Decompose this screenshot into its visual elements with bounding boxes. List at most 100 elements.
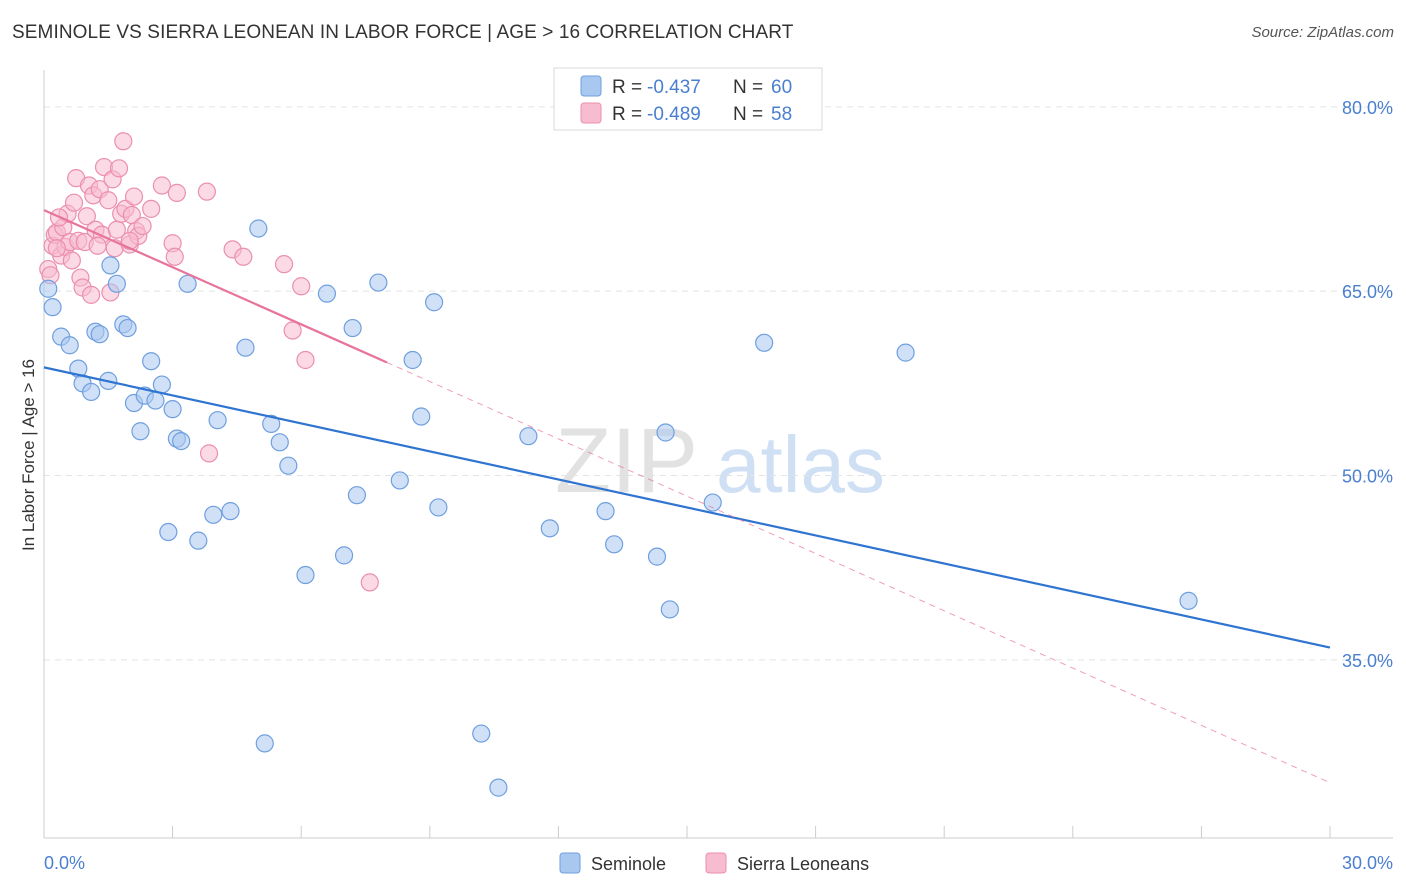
seminole-point xyxy=(1179,591,1198,610)
legend-n-label: N = xyxy=(733,77,763,98)
sierra-leoneans-point xyxy=(274,255,294,274)
y-tick-label: 80.0% xyxy=(1342,98,1393,118)
seminole-point xyxy=(39,279,58,298)
seminole-point xyxy=(429,498,448,517)
sierra-leoneans-trend-line xyxy=(43,209,388,364)
seminole-point xyxy=(163,400,182,419)
seminole-point xyxy=(369,273,388,292)
seminole-point xyxy=(118,318,137,338)
seminole-point xyxy=(101,256,120,275)
seminole-point xyxy=(236,338,255,357)
seminole-point xyxy=(403,350,422,370)
sierra-leoneans-point xyxy=(234,247,253,266)
legend-r-label: R = xyxy=(612,104,642,125)
sierra-leoneans-point xyxy=(109,159,129,178)
sierra-leoneans-point xyxy=(292,277,311,296)
seminole-point xyxy=(279,456,298,475)
seminole-point xyxy=(270,433,289,452)
trend-lines xyxy=(43,209,1331,784)
y-tick-label: 35.0% xyxy=(1342,651,1393,671)
legend-bottom-label-seminole: Seminole xyxy=(591,854,666,874)
sierra-leoneans-trend-extension xyxy=(386,361,1331,784)
seminole-point xyxy=(519,427,538,446)
seminole-point xyxy=(204,505,223,524)
seminole-point xyxy=(255,734,274,753)
seminole-point xyxy=(152,375,171,394)
sierra-leoneans-point xyxy=(124,187,144,206)
legend-bottom-label-sierra-leoneans: Sierra Leoneans xyxy=(737,854,869,874)
seminole-point xyxy=(703,493,722,512)
seminole-point xyxy=(424,293,444,312)
seminole-point xyxy=(296,565,315,585)
seminole-point xyxy=(249,219,268,238)
seminole-point xyxy=(596,502,615,521)
sierra-leoneans-point xyxy=(167,183,186,202)
legend-bottom: Seminole Sierra Leoneans xyxy=(559,852,869,874)
seminole-point xyxy=(262,414,281,433)
legend-n-value: 60 xyxy=(771,77,792,98)
seminole-point xyxy=(390,471,409,490)
seminole-point xyxy=(343,318,362,338)
seminole-point xyxy=(159,522,178,542)
x-tick-label-max: 30.0% xyxy=(1342,853,1393,873)
legend-top: R = -0.437 N = 60 R = -0.489 N = 58 xyxy=(553,67,823,131)
seminole-point xyxy=(540,519,559,538)
sierra-leoneans-point xyxy=(152,176,171,195)
seminole-point xyxy=(172,431,191,451)
seminole-point xyxy=(131,422,150,441)
legend-n-value: 58 xyxy=(771,104,792,125)
sierra-leoneans-point xyxy=(142,199,161,218)
source-credit: Source: ZipAtlas.com xyxy=(1251,24,1394,41)
axes xyxy=(43,70,1393,839)
watermark-zip: ZIP xyxy=(555,410,698,512)
sierra-leoneans-point xyxy=(199,444,219,463)
seminole-point xyxy=(189,531,208,550)
sierra-leoneans-point xyxy=(47,239,66,258)
seminole-point xyxy=(107,274,126,293)
legend-bottom-swatch-seminole xyxy=(559,852,581,874)
legend-swatch-seminole xyxy=(580,75,602,97)
seminole-point xyxy=(656,423,675,442)
seminole-point xyxy=(605,535,624,554)
sierra-leoneans-point xyxy=(165,247,184,266)
seminole-point xyxy=(90,325,109,344)
legend-n-label: N = xyxy=(733,104,763,125)
sierra-leoneans-point xyxy=(360,573,379,592)
seminole-point xyxy=(334,546,354,565)
y-tick-label: 65.0% xyxy=(1342,282,1393,302)
seminole-point xyxy=(347,486,367,505)
sierra-leoneans-point xyxy=(283,321,302,340)
seminole-point xyxy=(43,298,62,317)
sierra-leoneans-point xyxy=(64,193,84,212)
legend-r-value: -0.437 xyxy=(647,77,701,98)
watermark-atlas: atlas xyxy=(716,420,885,509)
seminole-point xyxy=(60,336,79,355)
sierra-leoneans-points xyxy=(39,132,379,592)
legend-bottom-swatch-sierra-leoneans xyxy=(705,852,727,874)
y-tick-labels: 80.0% 65.0% 50.0% 35.0% xyxy=(1342,98,1393,671)
seminole-point xyxy=(755,333,774,352)
sierra-leoneans-point xyxy=(99,191,118,210)
legend-r-value: -0.489 xyxy=(647,104,701,125)
seminole-point xyxy=(412,407,431,426)
seminole-point xyxy=(146,391,165,410)
sierra-leoneans-point xyxy=(88,236,107,255)
gridlines xyxy=(44,106,1393,661)
y-tick-label: 50.0% xyxy=(1342,467,1393,487)
sierra-leoneans-point xyxy=(77,207,96,226)
seminole-point xyxy=(221,502,240,521)
seminole-point xyxy=(896,343,915,362)
seminole-trend-line xyxy=(43,366,1331,649)
x-tick-label-min: 0.0% xyxy=(44,853,85,873)
sierra-leoneans-point xyxy=(82,285,101,304)
sierra-leoneans-point xyxy=(120,231,139,250)
seminole-point xyxy=(317,284,337,303)
sierra-leoneans-point xyxy=(62,251,81,270)
sierra-leoneans-point xyxy=(296,350,315,370)
watermark: ZIP atlas xyxy=(555,410,885,512)
chart-title: SEMINOLE VS SIERRA LEONEAN IN LABOR FORC… xyxy=(12,22,794,43)
seminole-point xyxy=(660,600,679,619)
seminole-point xyxy=(647,547,667,566)
